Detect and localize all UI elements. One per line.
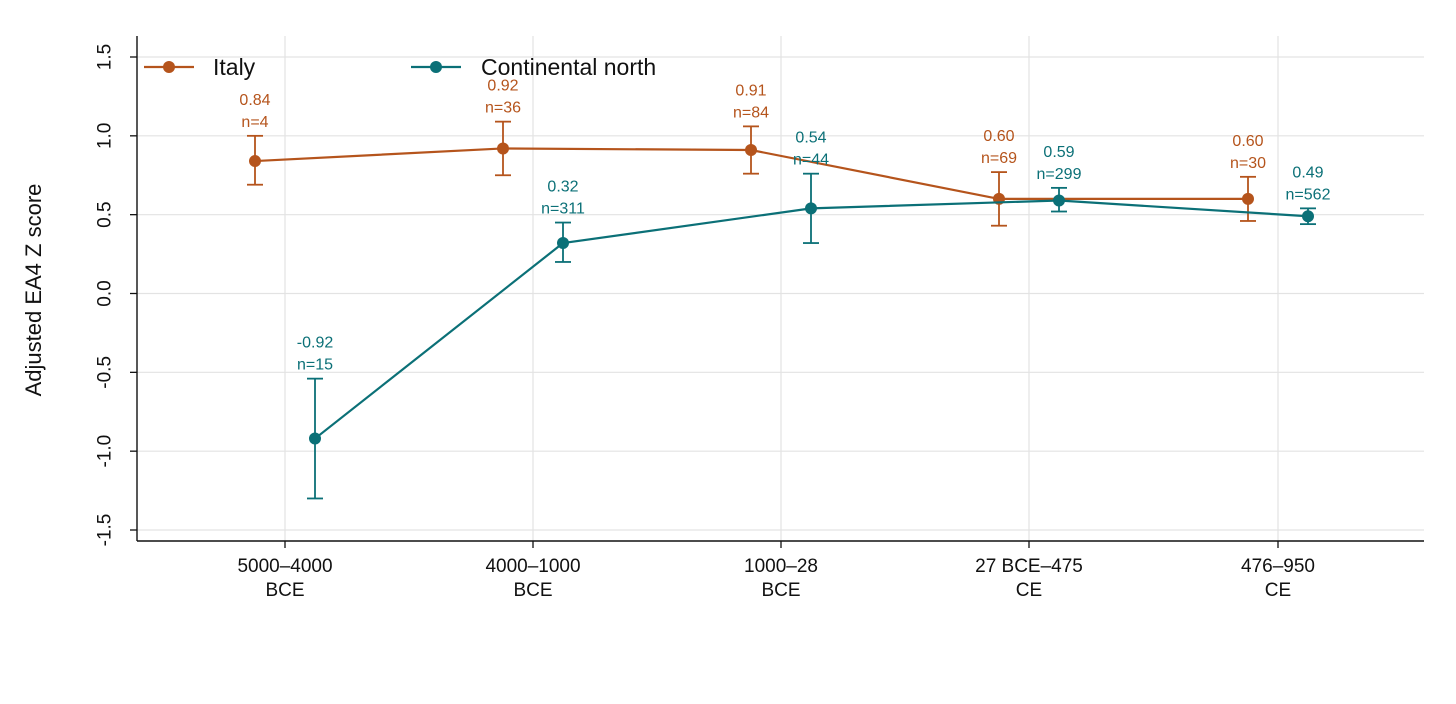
legend-label: Continental north <box>481 54 656 80</box>
x-tick-label: 27 BCE–475 <box>975 556 1083 577</box>
y-tick-label: 0.5 <box>95 201 116 227</box>
n-label: n=15 <box>297 357 333 374</box>
grid <box>137 36 1424 541</box>
value-label: 0.32 <box>547 179 578 196</box>
y-tick-label: 1.0 <box>95 123 116 149</box>
value-label: 0.54 <box>795 130 826 147</box>
series-layer: 0.84n=40.92n=360.91n=840.60n=690.60n=30-… <box>239 78 1331 500</box>
axes <box>130 36 1424 548</box>
y-tick-label: -0.5 <box>95 356 116 389</box>
legend-entry-1: Continental north <box>411 54 656 80</box>
value-label: 0.60 <box>983 128 1014 145</box>
x-tick-label-line2: BCE <box>761 580 800 601</box>
n-label: n=311 <box>541 201 585 218</box>
y-tick-label: 1.5 <box>95 44 116 70</box>
value-label: 0.91 <box>735 82 766 99</box>
n-label: n=30 <box>1230 155 1266 172</box>
data-point <box>745 144 757 157</box>
data-point <box>557 237 569 250</box>
y-tick-labels: 1.5 1.0 0.5 0.0 -0.5 -1.0 -1.5 <box>95 44 116 547</box>
n-label: n=299 <box>1037 166 1082 183</box>
y-tick-label: -1.0 <box>95 435 116 468</box>
value-label: 0.49 <box>1292 164 1323 181</box>
value-label: 0.59 <box>1043 144 1074 161</box>
data-point <box>1302 210 1314 223</box>
y-tick-label: 0.0 <box>95 280 116 306</box>
x-tick-label-line2: CE <box>1016 580 1042 601</box>
x-tick-label: 5000–4000 <box>237 556 332 577</box>
series-0: 0.84 n=4 0.92 n=36 0.91 n=84 0.60 n=69 0.60 n=30 <box>239 78 1266 227</box>
value-label: 0.84 <box>239 92 270 109</box>
n-label: n=84 <box>733 104 769 121</box>
x-tick-label: 476–950 <box>1241 556 1315 577</box>
x-tick-label-line2: CE <box>1265 580 1291 601</box>
series-1: -0.92 n=15 0.32 n=311 0.54 n=44 0.59 n=299 0.49 n… <box>297 130 1331 500</box>
legend: Italy Continental north <box>144 54 656 80</box>
legend-marker <box>163 61 175 73</box>
value-label: -0.92 <box>297 335 334 352</box>
x-tick-label-line2: BCE <box>513 580 552 601</box>
data-point <box>1053 194 1065 207</box>
data-point <box>309 432 321 445</box>
data-point <box>249 155 261 168</box>
legend-entry-0: Italy <box>144 54 256 80</box>
n-label: n=562 <box>1286 186 1331 203</box>
data-point <box>1242 192 1254 205</box>
x-tick-label: 1000–28 <box>744 556 818 577</box>
legend-label: Italy <box>213 54 256 80</box>
y-axis-title: Adjusted EA4 Z score <box>21 184 46 397</box>
n-label: n=44 <box>793 152 829 169</box>
value-label: 0.60 <box>1232 133 1263 150</box>
x-tick-label-line2: BCE <box>265 580 304 601</box>
legend-marker <box>430 61 442 73</box>
y-tick-label: -1.5 <box>95 514 116 547</box>
x-tick-label: 4000–1000 <box>485 556 580 577</box>
data-point <box>497 142 509 155</box>
x-tick-labels: 5000–4000 BCE 4000–1000 BCE 1000–28 BCE 27 BCE… <box>237 556 1315 601</box>
n-label: n=36 <box>485 100 521 117</box>
n-label: n=69 <box>981 150 1017 167</box>
value-label: 0.92 <box>487 78 518 95</box>
n-label: n=4 <box>241 114 268 131</box>
data-point <box>805 202 817 215</box>
